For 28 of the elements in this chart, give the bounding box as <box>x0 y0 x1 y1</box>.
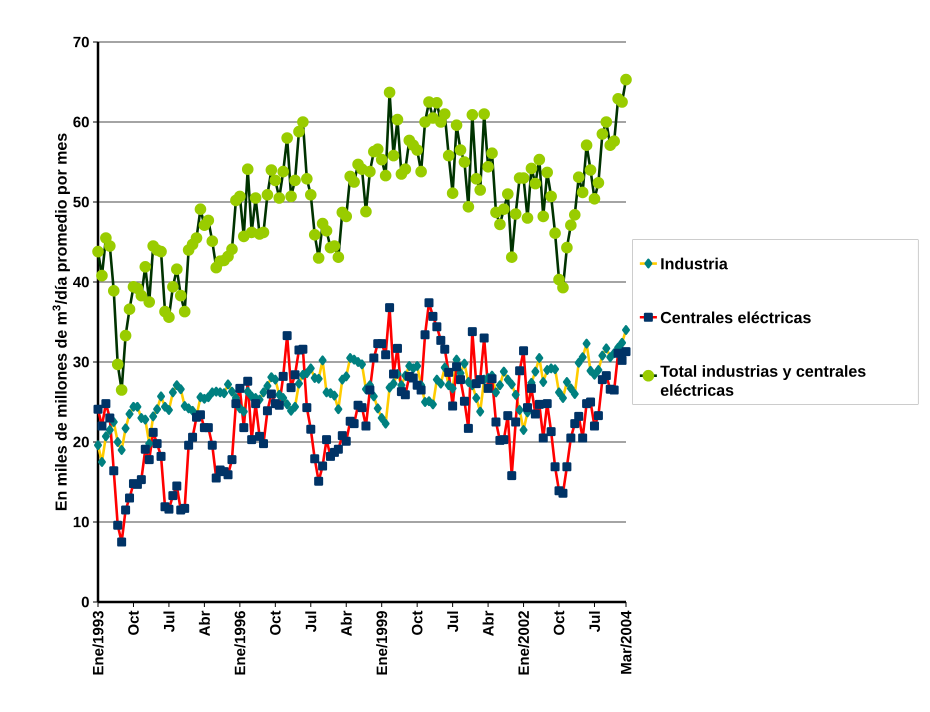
x-tick-label: Jul <box>588 612 600 632</box>
x-tick-label: Mar/2004 <box>620 610 632 674</box>
y-tick-label: 10 <box>74 516 89 528</box>
x-tick-label: Oct <box>270 610 281 635</box>
y-axis-title: En miles de millones de m$^{3}$/día promedio por mes <box>52 133 70 510</box>
legend-label: Total industrias y centrales eléctricas <box>660 365 866 396</box>
x-tick-label: Oct <box>554 610 564 635</box>
y-tick-label: 20 <box>73 436 89 448</box>
x-tick-label: Ene/1999 <box>376 611 388 675</box>
x-tick-label: Oct <box>128 610 139 635</box>
x-tick-label: Jul <box>447 612 458 632</box>
x-tick-label: Abr <box>198 610 210 636</box>
x-tick-label: Oct <box>412 610 422 635</box>
x-tick-label: Abr <box>482 610 494 636</box>
x-tick-label: Jul <box>305 612 316 632</box>
y-tick-label: 60 <box>73 116 89 128</box>
legend-label: Industria <box>661 258 728 270</box>
x-tick-label: Abr <box>340 610 352 636</box>
y-tick-label: 50 <box>73 196 89 208</box>
y-tick-label: 70 <box>73 36 89 48</box>
y-tick-label: 30 <box>73 356 89 368</box>
x-tick-label: Ene/2002 <box>518 611 530 675</box>
y-tick-label: 40 <box>73 276 89 288</box>
y-tick-label: 0 <box>82 596 89 608</box>
x-tick-label: Jul <box>163 612 174 632</box>
x-tick-label: Ene/1996 <box>234 611 246 675</box>
legend-label: Centrales eléctricas <box>660 311 811 324</box>
x-tick-label: Ene/1993 <box>92 611 104 675</box>
